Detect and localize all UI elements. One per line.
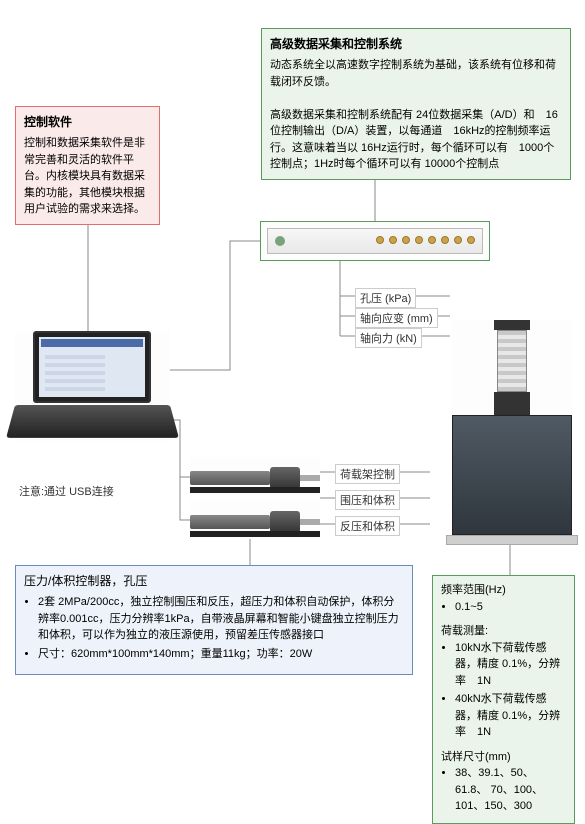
axial-strain-label: 轴向应变 (mm) (355, 308, 438, 328)
actuator-2-device (190, 501, 320, 539)
actuator-1-device (190, 457, 320, 495)
laptop-device (15, 331, 170, 441)
pv-controller-list: 2套 2MPa/200cc，独立控制围压和反压，超压力和体积自动保护，体积分辨率… (24, 594, 404, 662)
control-software-box: 控制软件 控制和数据采集软件是非常完善和灵活的软件平台。内核模块具有数据采集的功… (15, 106, 160, 225)
control-software-body: 控制和数据采集软件是非常完善和灵活的软件平台。内核模块具有数据采集的功能，其他模… (24, 135, 151, 218)
axial-force-label: 轴向力 (kN) (355, 328, 422, 348)
freq-title: 频率范围(Hz) (441, 582, 566, 599)
frame-control-label: 荷载架控制 (335, 464, 400, 484)
freq-list: 0.1~5 (441, 599, 566, 616)
daq-unit-device (260, 221, 490, 261)
advanced-system-body: 动态系统全以高速数字控制系统为基础，该系统有位移和荷载闭环反馈。 高级数据采集和… (270, 57, 562, 173)
specs-box: 频率范围(Hz) 0.1~5 荷载测量: 10kN水下荷载传感器，精度 0.1%… (432, 575, 575, 824)
load-title: 荷载测量: (441, 623, 566, 640)
control-software-title: 控制软件 (24, 113, 151, 131)
pv-controller-box: 压力/体积控制器，孔压 2套 2MPa/200cc，独立控制围压和反压，超压力和… (15, 565, 413, 675)
size-list: 38、39.1、50、61.8、 70、100、101、150、300 (441, 765, 566, 815)
advanced-system-box: 高级数据采集和控制系统 动态系统全以高速数字控制系统为基础，该系统有位移和荷载闭… (261, 28, 571, 180)
cell-pressure-label: 围压和体积 (335, 490, 400, 510)
pore-pressure-label: 孔压 (kPa) (355, 288, 416, 308)
usb-note: 注意:通过 USB连接 (15, 482, 118, 500)
advanced-system-title: 高级数据采集和控制系统 (270, 35, 562, 53)
load-list: 10kN水下荷载传感器，精度 0.1%，分辨率 1N40kN水下荷载传感器，精度… (441, 640, 566, 741)
pv-controller-title: 压力/体积控制器，孔压 (24, 572, 404, 590)
loadframe-device (452, 320, 572, 545)
size-title: 试样尺寸(mm) (441, 749, 566, 766)
back-pressure-label: 反压和体积 (335, 516, 400, 536)
